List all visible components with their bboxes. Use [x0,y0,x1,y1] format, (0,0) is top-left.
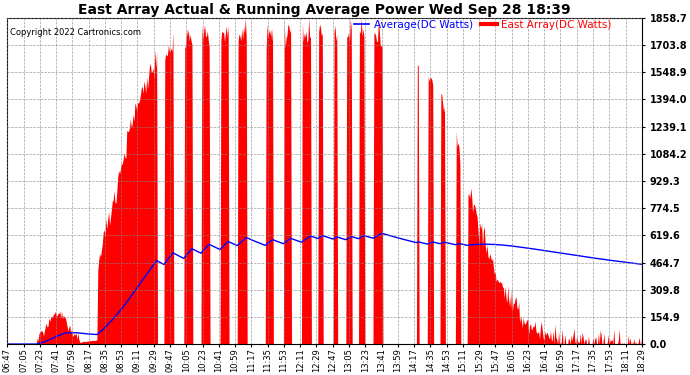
Text: Copyright 2022 Cartronics.com: Copyright 2022 Cartronics.com [10,28,141,37]
Legend: Average(DC Watts), East Array(DC Watts): Average(DC Watts), East Array(DC Watts) [354,20,611,30]
Title: East Array Actual & Running Average Power Wed Sep 28 18:39: East Array Actual & Running Average Powe… [78,3,571,17]
